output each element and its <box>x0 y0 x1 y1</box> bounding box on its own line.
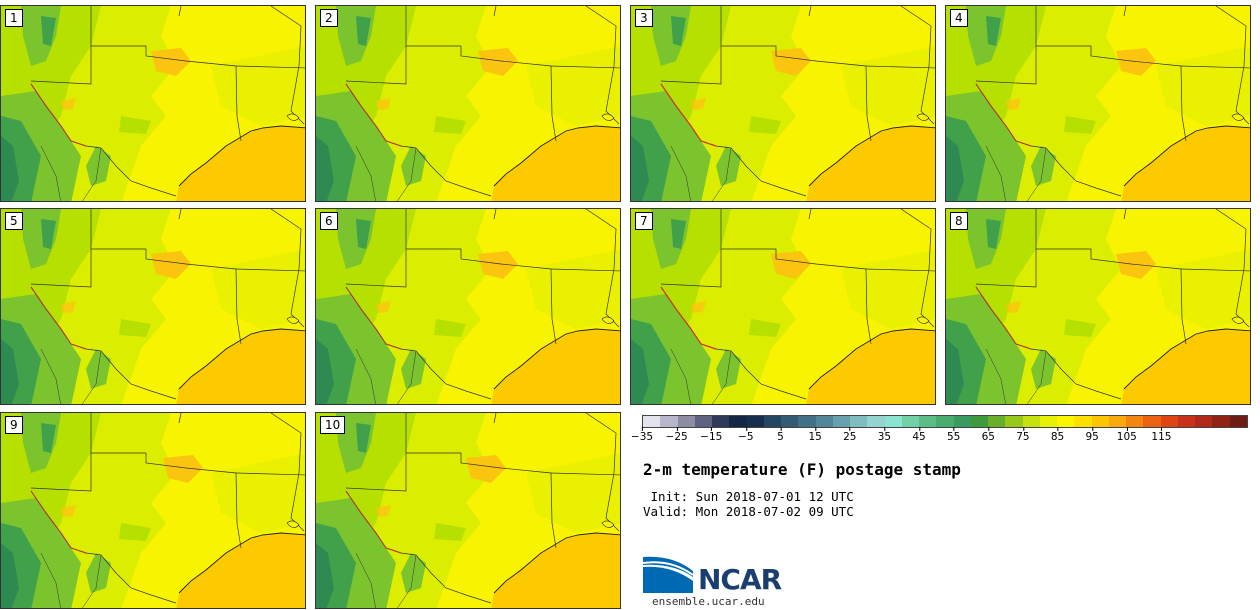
colorbar-tick: 15 <box>808 427 822 443</box>
member-number: 3 <box>635 9 653 27</box>
colorbar-tick: 75 <box>1016 427 1030 443</box>
colorbar-swatch <box>781 416 799 427</box>
colorbar-swatch <box>1229 416 1247 427</box>
temperature-map <box>946 6 1250 201</box>
colorbar-tick: 5 <box>777 427 784 443</box>
colorbar-swatch <box>1212 416 1230 427</box>
member-panel-4: 4 <box>945 5 1251 202</box>
chart-title: 2-m temperature (F) postage stamp <box>643 460 961 479</box>
colorbar-swatch <box>677 416 695 427</box>
colorbar-tick: −5 <box>738 427 754 443</box>
colorbar-swatch <box>884 416 902 427</box>
colorbar-swatch <box>1039 416 1057 427</box>
temperature-map <box>946 209 1250 404</box>
temperature-map <box>1 413 305 608</box>
colorbar-swatch <box>953 416 971 427</box>
member-number: 6 <box>320 212 338 230</box>
member-panel-2: 2 <box>315 5 621 202</box>
member-panel-7: 7 <box>630 208 936 405</box>
colorbar-tick: 55 <box>947 427 960 443</box>
colorbar-swatch <box>660 416 678 427</box>
temperature-map <box>1 209 305 404</box>
colorbar-swatch <box>901 416 919 427</box>
colorbar-tick: 65 <box>982 427 995 443</box>
colorbar-tick: 45 <box>912 427 926 443</box>
member-number: 10 <box>320 416 346 434</box>
member-panel-8: 8 <box>945 208 1251 405</box>
member-panel-1: 1 <box>0 5 306 202</box>
colorbar-swatch <box>1195 416 1213 427</box>
colorbar-swatch <box>1074 416 1092 427</box>
colorbar-swatch <box>1005 416 1023 427</box>
colorbar-swatch <box>919 416 937 427</box>
member-panel-5: 5 <box>0 208 306 405</box>
init-time: Init: Sun 2018-07-01 12 UTC <box>643 489 854 504</box>
colorbar-swatch <box>850 416 868 427</box>
member-number: 4 <box>950 9 968 27</box>
colorbar-tick: 95 <box>1085 427 1099 443</box>
temperature-map <box>631 209 935 404</box>
colorbar-swatch <box>729 416 747 427</box>
colorbar-swatch <box>763 416 781 427</box>
ncar-logo-icon <box>643 556 694 593</box>
colorbar-swatch <box>867 416 885 427</box>
member-number: 1 <box>5 9 23 27</box>
colorbar-swatch <box>1160 416 1178 427</box>
colorbar-swatch <box>970 416 988 427</box>
colorbar-swatch <box>643 416 661 427</box>
colorbar-swatch <box>1143 416 1161 427</box>
colorbar-swatch <box>798 416 816 427</box>
member-number: 2 <box>320 9 338 27</box>
temperature-map <box>316 6 620 201</box>
colorbar-tick: 25 <box>843 427 856 443</box>
colorbar-swatch <box>815 416 833 427</box>
colorbar-swatch <box>1057 416 1075 427</box>
member-panel-3: 3 <box>630 5 936 202</box>
colorbar-swatch <box>746 416 764 427</box>
colorbar-tick: 35 <box>878 427 891 443</box>
colorbar-tick: −25 <box>666 427 688 443</box>
colorbar-tick: −35 <box>631 427 653 443</box>
colorbar-swatch <box>988 416 1006 427</box>
colorbar-tick: 115 <box>1151 427 1171 443</box>
valid-time: Valid: Mon 2018-07-02 09 UTC <box>643 504 854 519</box>
temperature-map <box>1 6 305 201</box>
member-number: 5 <box>5 212 23 230</box>
colorbar-swatch <box>694 416 712 427</box>
member-number: 9 <box>5 416 23 434</box>
colorbar-swatch <box>712 416 730 427</box>
member-panel-6: 6 <box>315 208 621 405</box>
member-number: 7 <box>635 212 653 230</box>
colorbar-tick: −15 <box>700 427 722 443</box>
colorbar-swatch <box>832 416 850 427</box>
colorbar-swatch <box>1108 416 1126 427</box>
colorbar-swatch <box>1091 416 1109 427</box>
colorbar-swatch <box>1177 416 1195 427</box>
colorbar-tick-labels: −35 −25 −15 −5 5 15 25 35 45 55 65 75 85 95 105 115 <box>631 427 1248 448</box>
member-panel-10: 10 <box>315 412 621 609</box>
temperature-map <box>316 209 620 404</box>
colorbar-swatch <box>1126 416 1144 427</box>
colorbar-swatch <box>936 416 954 427</box>
temperature-colorbar <box>642 415 1248 428</box>
member-panel-9: 9 <box>0 412 306 609</box>
colorbar-tick: 105 <box>1117 427 1137 443</box>
temperature-map <box>316 413 620 608</box>
colorbar-tick: 85 <box>1051 427 1064 443</box>
member-number: 8 <box>950 212 968 230</box>
temperature-map <box>631 6 935 201</box>
ncar-logo-text: NCAR <box>698 563 782 596</box>
colorbar-swatch <box>1022 416 1040 427</box>
site-url: ensemble.ucar.edu <box>652 595 765 608</box>
